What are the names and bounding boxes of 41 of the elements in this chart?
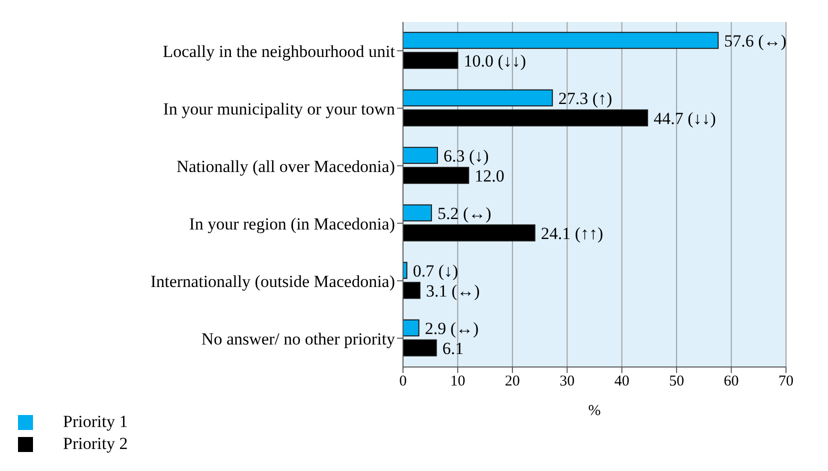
y-tick-label: Locally in the neighbourhood unit — [162, 42, 396, 61]
data-label: 24.1 (↑↑) — [540, 224, 604, 243]
bar — [403, 89, 553, 106]
data-label: 27.3 (↑) — [558, 88, 612, 108]
data-label: 12.0 — [474, 166, 504, 186]
data-label: 57.6 (↔) — [724, 31, 786, 50]
x-tick-label: 60 — [724, 374, 739, 390]
data-label: 10.0 (↓↓) — [464, 51, 526, 70]
bar — [403, 146, 438, 164]
data-label: 44.7 (↓↓) — [654, 108, 716, 128]
data-label: 2.9 (↔) — [424, 318, 479, 338]
data-label: 0.7 (↓) — [412, 261, 458, 280]
bar — [403, 109, 648, 126]
x-tick-label: 70 — [778, 374, 794, 390]
bar — [403, 166, 470, 184]
x-tick-label: 40 — [614, 374, 630, 390]
y-tick-label: Nationally (all over Macedonia) — [176, 156, 395, 176]
x-tick-label: 50 — [669, 374, 684, 390]
y-tick-label: In your municipality or your town — [163, 99, 396, 118]
x-tick-label: 30 — [560, 374, 575, 390]
x-tick-label: 10 — [450, 374, 466, 390]
x-axis-title: % — [588, 403, 601, 419]
data-label: 6.1 — [442, 338, 464, 358]
legend-label: Priority 2 — [63, 434, 128, 454]
bar — [403, 282, 420, 299]
bar — [403, 32, 719, 49]
y-tick-label: No answer/ no other priority — [201, 329, 396, 348]
x-tick-label: 0 — [399, 374, 407, 390]
data-label: 6.3 (↓) — [443, 146, 489, 166]
y-tick-label: Internationally (outside Macedonia) — [150, 272, 395, 291]
bar — [403, 319, 420, 336]
bar — [403, 52, 458, 69]
legend-label: Priority 1 — [63, 412, 128, 432]
bar — [403, 339, 437, 356]
y-tick-label: In your region (in Macedonia) — [189, 214, 395, 234]
data-label: 5.2 (↔) — [437, 204, 492, 223]
bar — [403, 224, 536, 242]
bar — [403, 262, 408, 279]
x-tick-label: 20 — [504, 374, 520, 390]
bar — [403, 204, 432, 222]
data-label: 3.1 (↔) — [426, 281, 480, 300]
